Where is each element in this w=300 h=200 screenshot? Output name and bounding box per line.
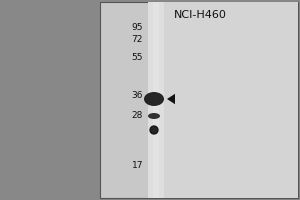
Text: 95: 95 (131, 23, 143, 32)
Text: 72: 72 (132, 36, 143, 45)
Polygon shape (167, 94, 175, 104)
Circle shape (150, 126, 158, 134)
Ellipse shape (148, 113, 160, 119)
Text: NCI-H460: NCI-H460 (174, 10, 226, 20)
Bar (164, 2, 298, 198)
Bar (148, 2, 164, 198)
Bar (100, 2, 298, 198)
Text: 36: 36 (131, 92, 143, 100)
Text: 28: 28 (132, 112, 143, 120)
Bar (153, 2, 159, 198)
Text: 55: 55 (131, 53, 143, 62)
Ellipse shape (144, 92, 164, 106)
Text: 17: 17 (131, 162, 143, 170)
